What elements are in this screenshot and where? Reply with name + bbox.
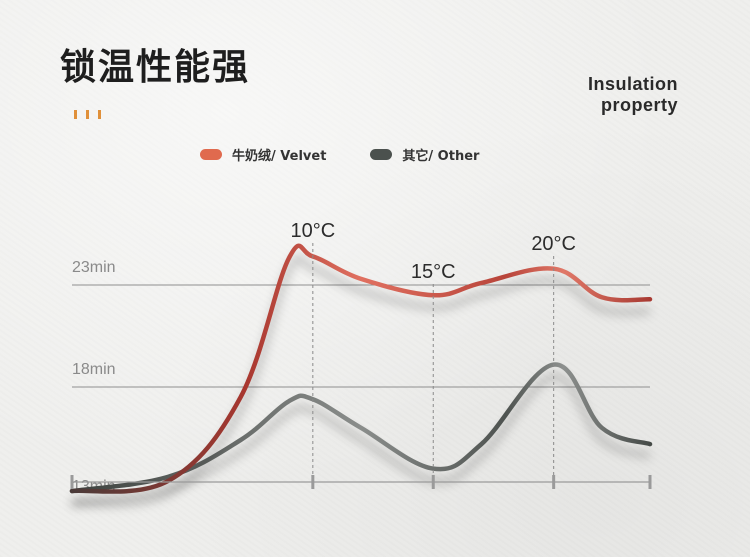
marker-label-20: 20°C <box>531 233 576 255</box>
temperature-markers: 10°C 15°C 20°C <box>290 220 576 489</box>
legend-swatch-velvet <box>200 149 222 160</box>
series-lines <box>69 243 653 507</box>
legend-item-velvet: 牛奶绒/ Velvet <box>200 145 326 164</box>
series-shadow-1 <box>71 373 651 507</box>
subtitle-en: Insulation property <box>588 74 678 116</box>
grid-lines <box>72 284 650 388</box>
series-line-other <box>69 362 653 494</box>
legend-label-velvet: 牛奶绒/ Velvet <box>232 149 327 164</box>
marker-label-15: 15°C <box>411 261 456 283</box>
subtitle-line-1: Insulation <box>588 74 678 94</box>
y-tick-18min: 18min <box>72 361 116 378</box>
legend-label-other: 其它/ Other <box>402 149 480 164</box>
legend-swatch-other <box>370 149 393 160</box>
series-shadow-0 <box>71 254 651 507</box>
legend-item-other: 其它/ Other <box>370 145 479 164</box>
series-line-velvet <box>69 243 653 494</box>
subtitle-line-2: property <box>600 95 678 115</box>
y-tick-23min: 23min <box>72 259 116 276</box>
legend: 牛奶绒/ Velvet 其它/ Other <box>200 145 523 164</box>
marker-label-10: 10°C <box>290 220 335 242</box>
page-title: 锁温性能强 <box>60 47 251 88</box>
accent-marks <box>74 106 110 119</box>
